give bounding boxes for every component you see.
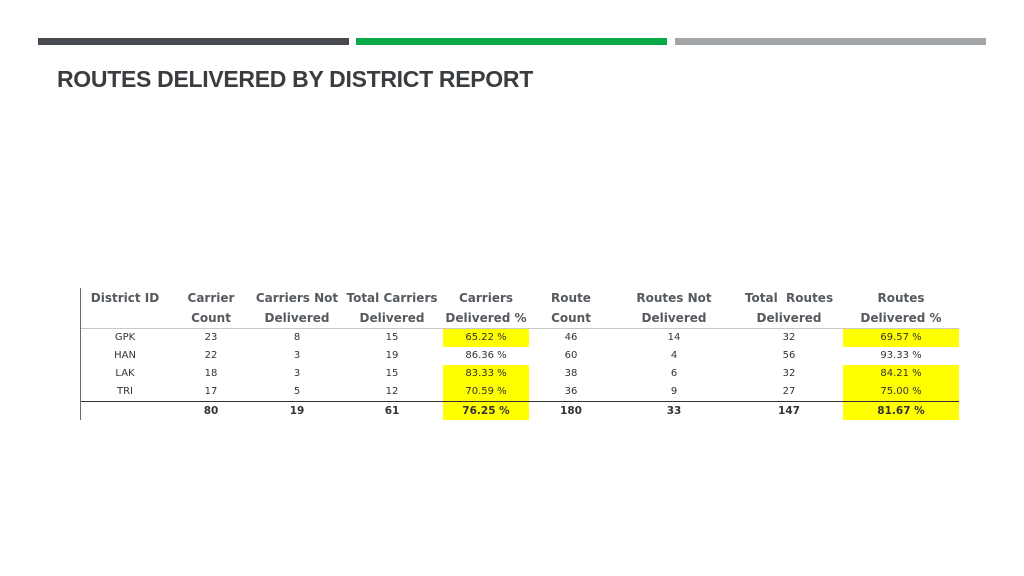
cell-total-routes-delivered: 27	[782, 386, 796, 397]
cell-route-count: 36	[564, 386, 578, 397]
header-carrier-count: Carrier Count	[169, 288, 253, 329]
header-route-count: Route Count	[529, 288, 613, 329]
table-header-row: District ID Carrier Count Carriers Not Del…	[81, 288, 959, 329]
table-row: GPK 23 8 15 65.22 % 46 14 32 69.57 %	[81, 328, 959, 347]
cell-carriers-not-delivered: 3	[293, 368, 301, 379]
total-routes-not-delivered: 33	[613, 401, 735, 420]
cell-carriers-delivered-pct: 70.59 %	[443, 383, 529, 402]
total-carriers-delivered-pct: 76.25 %	[443, 401, 529, 420]
cell-district-id: TRI	[116, 386, 133, 397]
cell-routes-not-delivered: 9	[670, 386, 678, 397]
cell-carriers-not-delivered: 8	[293, 332, 301, 343]
cell-district-id: GPK	[114, 332, 136, 343]
cell-total-carriers-delivered: 15	[385, 332, 399, 343]
header-carriers-not-delivered: Carriers Not Delivered	[253, 288, 341, 329]
cell-total-carriers-delivered: 15	[385, 368, 399, 379]
cell-carriers-delivered-pct: 86.36 %	[465, 350, 507, 361]
header-carriers-delivered-pct: Carriers Delivered %	[443, 288, 529, 329]
cell-route-count: 60	[564, 350, 578, 361]
header-total-carriers-delivered: Total Carriers Delivered	[341, 288, 443, 329]
header-district-id: District ID	[81, 288, 169, 329]
cell-carrier-count: 23	[204, 332, 218, 343]
header-routes-delivered-pct: Routes Delivered %	[843, 288, 959, 329]
cell-routes-delivered-pct: 69.57 %	[843, 328, 959, 347]
accent-bar-green	[356, 38, 667, 45]
cell-total-routes-delivered: 32	[782, 368, 796, 379]
total-carriers-not-delivered: 19	[253, 401, 341, 420]
cell-routes-not-delivered: 4	[670, 350, 678, 361]
cell-total-carriers-delivered: 19	[385, 350, 399, 361]
cell-route-count: 46	[564, 332, 578, 343]
routes-delivered-table: District ID Carrier Count Carriers Not Del…	[81, 288, 959, 420]
report-table-container: District ID Carrier Count Carriers Not Del…	[80, 288, 961, 420]
table-row: TRI 17 5 12 70.59 % 36 9 27 75.00 %	[81, 383, 959, 402]
total-total-routes-delivered: 147	[735, 401, 843, 420]
accent-bar-dark	[38, 38, 349, 45]
cell-carrier-count: 22	[204, 350, 218, 361]
table-row: LAK 18 3 15 83.33 % 38 6 32 84.21 %	[81, 365, 959, 383]
cell-carrier-count: 18	[204, 368, 218, 379]
cell-district-id: HAN	[114, 350, 136, 361]
total-carrier-count: 80	[169, 401, 253, 420]
cell-routes-delivered-pct: 93.33 %	[880, 350, 922, 361]
cell-carrier-count: 17	[204, 386, 218, 397]
total-district-id	[81, 401, 169, 420]
total-route-count: 180	[529, 401, 613, 420]
cell-total-routes-delivered: 32	[782, 332, 796, 343]
table-row: HAN 22 3 19 86.36 % 60 4 56 93.33 %	[81, 347, 959, 365]
cell-district-id: LAK	[115, 368, 135, 379]
total-routes-delivered-pct: 81.67 %	[843, 401, 959, 420]
cell-route-count: 38	[564, 368, 578, 379]
header-total-routes-delivered: Total Routes Delivered	[735, 288, 843, 329]
cell-routes-not-delivered: 14	[667, 332, 681, 343]
cell-carriers-delivered-pct: 83.33 %	[443, 365, 529, 383]
cell-carriers-delivered-pct: 65.22 %	[443, 328, 529, 347]
cell-carriers-not-delivered: 5	[293, 386, 301, 397]
cell-total-routes-delivered: 56	[782, 350, 796, 361]
header-routes-not-delivered: Routes Not Delivered	[613, 288, 735, 329]
slide-title: ROUTES DELIVERED BY DISTRICT REPORT	[57, 66, 533, 92]
cell-total-carriers-delivered: 12	[385, 386, 399, 397]
cell-routes-delivered-pct: 75.00 %	[843, 383, 959, 402]
cell-routes-delivered-pct: 84.21 %	[843, 365, 959, 383]
table-total-row: 80 19 61 76.25 % 180 33 147 81.67 %	[81, 401, 959, 420]
accent-bar-gray	[675, 38, 986, 45]
total-total-carriers-delivered: 61	[341, 401, 443, 420]
cell-routes-not-delivered: 6	[670, 368, 678, 379]
cell-carriers-not-delivered: 3	[293, 350, 301, 361]
